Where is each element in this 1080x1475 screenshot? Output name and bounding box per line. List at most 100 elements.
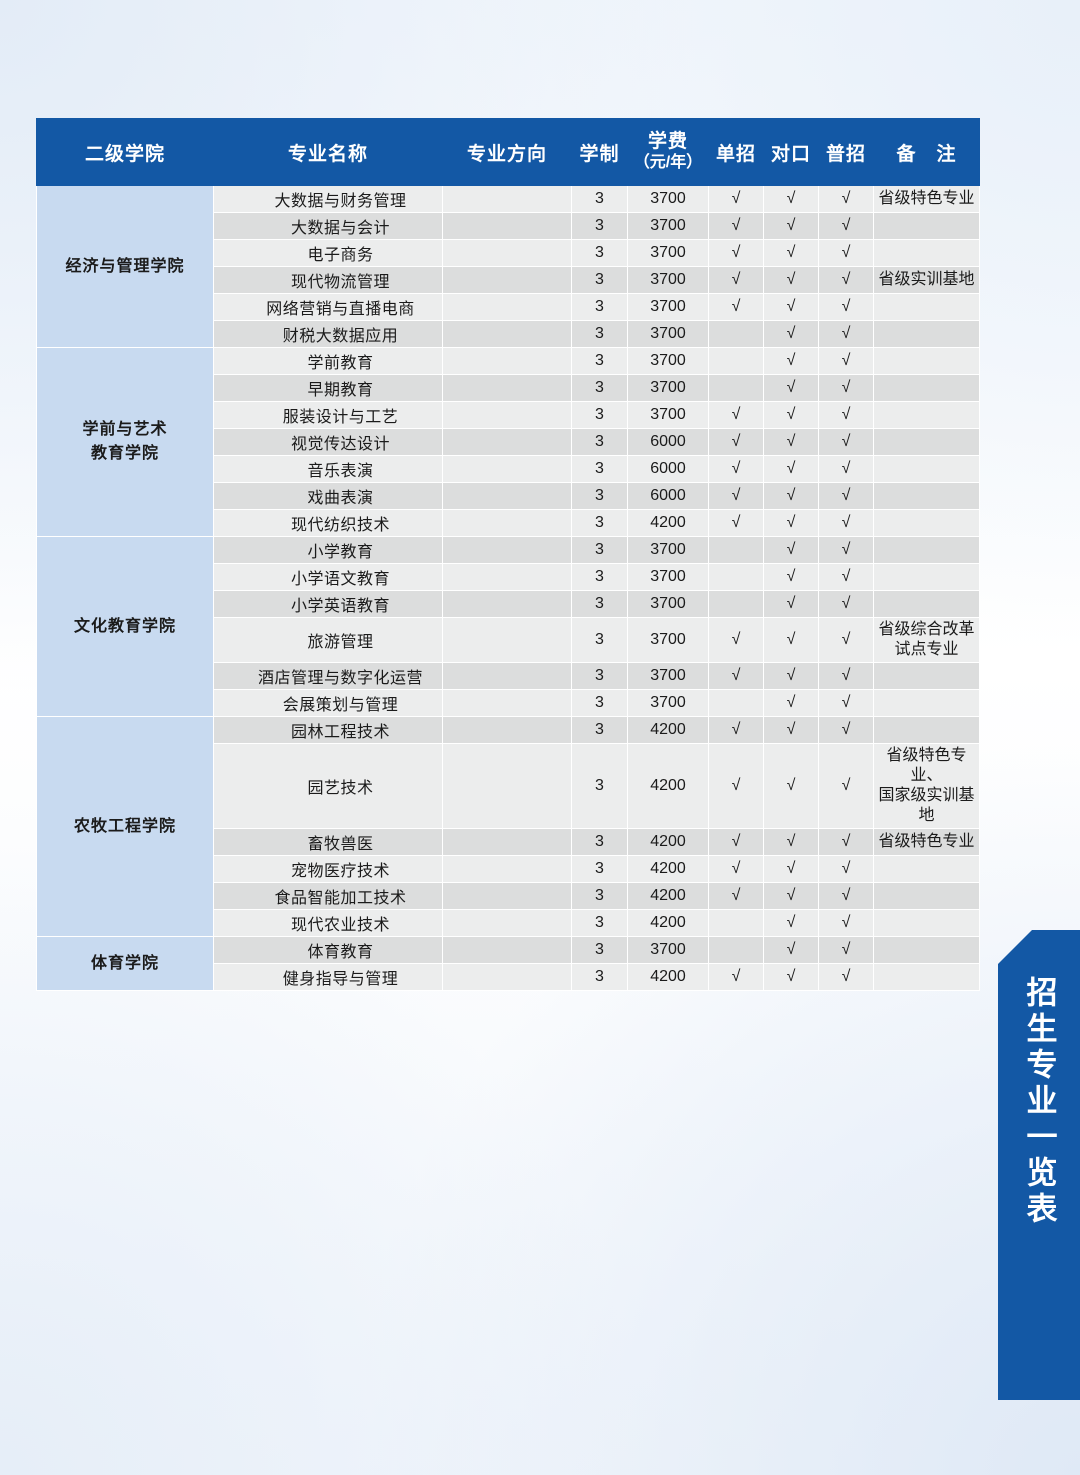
cell-years: 3 xyxy=(571,882,628,910)
table-row: 现代农业技术 3 4200 √ √ xyxy=(37,909,980,937)
cell-note xyxy=(873,936,980,964)
table-row: 小学英语教育 3 3700 √ √ xyxy=(37,590,980,618)
cell-years: 3 xyxy=(571,509,628,537)
cell-direction xyxy=(442,320,572,348)
cell-major: 音乐表演 xyxy=(213,455,443,483)
cell-years: 3 xyxy=(571,936,628,964)
cell-major: 宠物医疗技术 xyxy=(213,855,443,883)
cell-general-enrollment: √ xyxy=(818,401,874,429)
side-tab-label: 招生专业一览表 xyxy=(1021,976,1057,1228)
cell-general-enrollment: √ xyxy=(818,882,874,910)
cell-major: 体育教育 xyxy=(213,936,443,964)
cell-note xyxy=(873,293,980,321)
cell-general-enrollment: √ xyxy=(818,428,874,456)
cell-fee: 3700 xyxy=(627,374,709,402)
cell-single-enrollment: √ xyxy=(708,401,764,429)
cell-note xyxy=(873,401,980,429)
cell-single-enrollment: √ xyxy=(708,617,764,663)
cell-counterpart-enrollment: √ xyxy=(763,212,819,240)
cell-single-enrollment: √ xyxy=(708,743,764,829)
table-row: 视觉传达设计 3 6000 √ √ √ xyxy=(37,428,980,456)
cell-note xyxy=(873,855,980,883)
cell-general-enrollment: √ xyxy=(818,455,874,483)
cell-direction xyxy=(442,689,572,717)
cell-note xyxy=(873,239,980,267)
cell-single-enrollment: √ xyxy=(708,293,764,321)
cell-counterpart-enrollment: √ xyxy=(763,401,819,429)
cell-direction xyxy=(442,909,572,937)
cell-years: 3 xyxy=(571,743,628,829)
table-row: 电子商务 3 3700 √ √ √ xyxy=(37,239,980,267)
cell-direction xyxy=(442,590,572,618)
th-counterpart-enrollment: 对口 xyxy=(763,118,819,186)
cell-single-enrollment: √ xyxy=(708,716,764,744)
cell-fee: 3700 xyxy=(627,563,709,591)
table-row: 音乐表演 3 6000 √ √ √ xyxy=(37,455,980,483)
cell-note xyxy=(873,662,980,690)
side-tab-background xyxy=(998,930,1080,1400)
cell-general-enrollment: √ xyxy=(818,936,874,964)
cell-fee: 4200 xyxy=(627,855,709,883)
cell-note xyxy=(873,909,980,937)
table-row: 健身指导与管理 3 4200 √ √ √ xyxy=(37,963,980,991)
cell-single-enrollment xyxy=(708,936,764,964)
cell-single-enrollment: √ xyxy=(708,963,764,991)
table-row: 食品智能加工技术 3 4200 √ √ √ xyxy=(37,882,980,910)
cell-fee: 4200 xyxy=(627,882,709,910)
cell-direction xyxy=(442,374,572,402)
cell-major: 学前教育 xyxy=(213,347,443,375)
cell-direction xyxy=(442,882,572,910)
cell-counterpart-enrollment: √ xyxy=(763,563,819,591)
cell-single-enrollment: √ xyxy=(708,212,764,240)
cell-single-enrollment xyxy=(708,689,764,717)
cell-counterpart-enrollment: √ xyxy=(763,590,819,618)
cell-general-enrollment: √ xyxy=(818,266,874,294)
cell-major: 食品智能加工技术 xyxy=(213,882,443,910)
cell-single-enrollment: √ xyxy=(708,428,764,456)
cell-major: 酒店管理与数字化运营 xyxy=(213,662,443,690)
cell-single-enrollment: √ xyxy=(708,509,764,537)
cell-single-enrollment xyxy=(708,347,764,375)
cell-direction xyxy=(442,455,572,483)
cell-general-enrollment: √ xyxy=(818,716,874,744)
cell-fee: 3700 xyxy=(627,293,709,321)
cell-counterpart-enrollment: √ xyxy=(763,320,819,348)
cell-major: 畜牧兽医 xyxy=(213,828,443,856)
majors-table: 二级学院 专业名称 专业方向 学制 学费 （元/年） 单招 对口 普招 备 注 … xyxy=(36,118,980,991)
cell-direction xyxy=(442,855,572,883)
cell-years: 3 xyxy=(571,662,628,690)
cell-years: 3 xyxy=(571,590,628,618)
cell-college: 农牧工程学院 xyxy=(36,716,214,937)
cell-direction xyxy=(442,185,572,213)
cell-single-enrollment xyxy=(708,320,764,348)
cell-note xyxy=(873,374,980,402)
cell-years: 3 xyxy=(571,212,628,240)
cell-major: 大数据与会计 xyxy=(213,212,443,240)
cell-general-enrollment: √ xyxy=(818,909,874,937)
table-header-row: 二级学院 专业名称 专业方向 学制 学费 （元/年） 单招 对口 普招 备 注 xyxy=(36,118,980,186)
cell-counterpart-enrollment: √ xyxy=(763,936,819,964)
cell-direction xyxy=(442,482,572,510)
cell-general-enrollment: √ xyxy=(818,320,874,348)
cell-counterpart-enrollment: √ xyxy=(763,828,819,856)
cell-counterpart-enrollment: √ xyxy=(763,882,819,910)
cell-major: 现代纺织技术 xyxy=(213,509,443,537)
cell-years: 3 xyxy=(571,293,628,321)
table-row: 现代物流管理 3 3700 √ √ √ 省级实训基地 xyxy=(37,266,980,294)
cell-direction xyxy=(442,239,572,267)
cell-fee: 4200 xyxy=(627,743,709,829)
cell-counterpart-enrollment: √ xyxy=(763,743,819,829)
cell-fee: 3700 xyxy=(627,590,709,618)
cell-general-enrollment: √ xyxy=(818,185,874,213)
cell-note xyxy=(873,482,980,510)
cell-general-enrollment: √ xyxy=(818,563,874,591)
cell-single-enrollment: √ xyxy=(708,882,764,910)
cell-major: 大数据与财务管理 xyxy=(213,185,443,213)
cell-fee: 3700 xyxy=(627,212,709,240)
cell-note: 省级特色专业、 国家级实训基地 xyxy=(873,743,980,829)
cell-years: 3 xyxy=(571,374,628,402)
cell-direction xyxy=(442,963,572,991)
table-row: 财税大数据应用 3 3700 √ √ xyxy=(37,320,980,348)
cell-direction xyxy=(442,617,572,663)
cell-college: 体育学院 xyxy=(36,936,214,991)
